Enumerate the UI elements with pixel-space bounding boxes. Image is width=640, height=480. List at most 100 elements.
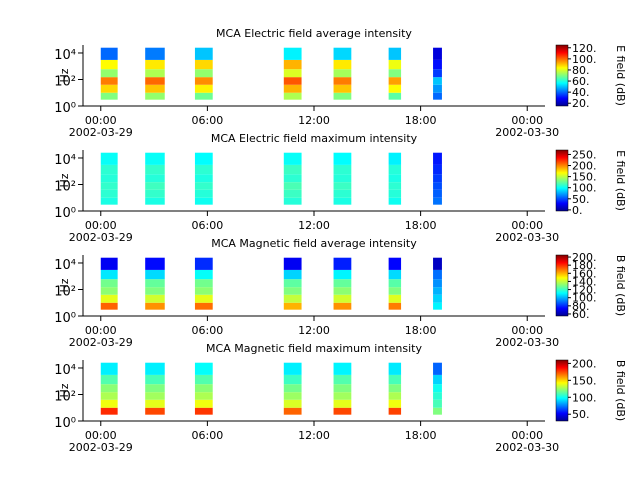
heatmap-cell	[333, 69, 352, 78]
heatmap-cell	[388, 269, 402, 280]
heatmap-cell	[283, 287, 302, 295]
heatmap-cell	[433, 152, 442, 165]
heatmap-cell	[194, 92, 213, 100]
x-tick-label: 12:00	[298, 219, 330, 232]
heatmap-cell	[283, 384, 302, 393]
heatmap-cell	[433, 362, 442, 375]
heatmap-cell	[145, 152, 165, 165]
heatmap-cell	[145, 84, 165, 93]
heatmap-cell	[145, 257, 165, 270]
y-tick-label: 10²	[54, 284, 76, 299]
heatmap-cell	[100, 257, 118, 270]
heatmap-cell	[194, 197, 213, 205]
heatmap-cell	[388, 399, 402, 408]
heatmap-cell	[194, 59, 213, 70]
colorbar-tick-label: 100.	[572, 292, 597, 305]
heatmap-cell	[333, 374, 352, 385]
x-tick-label: 00:00	[85, 219, 117, 232]
colorbar-tick-label: 120.	[572, 284, 597, 297]
heatmap-cell	[283, 407, 302, 415]
heatmap-cell	[145, 407, 165, 415]
heatmap-cell	[283, 374, 302, 385]
heatmap-cell	[433, 189, 442, 198]
heatmap-cell	[433, 279, 442, 288]
heatmap-cell	[194, 294, 213, 303]
heatmap-cell	[433, 77, 442, 85]
x-date-label: 2002-03-30	[495, 441, 559, 454]
heatmap-cell	[194, 47, 213, 60]
heatmap-cell	[283, 399, 302, 408]
heatmap-cell	[194, 77, 213, 85]
heatmap-cell	[333, 59, 352, 70]
heatmap-cell	[194, 384, 213, 393]
colorbar-tick-label: 160.	[572, 267, 597, 280]
heatmap-cell	[283, 69, 302, 78]
heatmap-cell	[388, 197, 402, 205]
x-tick-label: 00:00	[511, 324, 543, 337]
heatmap-cell	[283, 362, 302, 375]
heatmap-cell	[145, 182, 165, 190]
colorbar-tick-label: 50.	[572, 408, 590, 421]
heatmap-cell	[333, 384, 352, 393]
heatmap-cell	[433, 182, 442, 190]
heatmap-cell	[145, 279, 165, 288]
heatmap-cell	[388, 189, 402, 198]
x-date-label: 2002-03-29	[69, 126, 133, 139]
panel-title: MCA Electric field maximum intensity	[211, 132, 418, 145]
heatmap-cell	[145, 287, 165, 295]
x-date-label: 2002-03-30	[495, 336, 559, 349]
y-tick-label: 10⁰	[54, 416, 76, 431]
heatmap-cell	[333, 164, 352, 175]
heatmap-cell	[433, 59, 442, 70]
heatmap-cell	[100, 69, 118, 78]
heatmap-cell	[283, 92, 302, 100]
heatmap-cell	[145, 92, 165, 100]
heatmap-cell	[333, 84, 352, 93]
heatmap-cell	[333, 189, 352, 198]
heatmap-cell	[388, 287, 402, 295]
heatmap-cell	[433, 47, 442, 60]
colorbar-tick-label: 120.	[572, 42, 597, 55]
heatmap-cell	[194, 164, 213, 175]
heatmap-cell	[283, 59, 302, 70]
heatmap-cell	[145, 374, 165, 385]
heatmap-cell	[100, 92, 118, 100]
colorbar-tick-label: 200.	[572, 357, 597, 370]
heatmap-cell	[283, 197, 302, 205]
x-tick-label: 06:00	[192, 219, 224, 232]
heatmap-cell	[100, 374, 118, 385]
y-tick-label: 10⁴	[54, 153, 76, 168]
heatmap-cell	[388, 174, 402, 183]
y-tick-label: 10²	[54, 389, 76, 404]
heatmap-cell	[333, 197, 352, 205]
heatmap-cell	[145, 399, 165, 408]
heatmap-cell	[194, 189, 213, 198]
colorbar	[555, 149, 569, 212]
heatmap-cell	[100, 59, 118, 70]
colorbar-label: E field (dB)	[614, 45, 627, 106]
heatmap-cell	[283, 84, 302, 93]
heatmap-cell	[100, 287, 118, 295]
y-axis-label: Hz	[58, 173, 71, 187]
heatmap-cell	[145, 189, 165, 198]
heatmap-cell	[433, 302, 442, 310]
heatmap-cell	[433, 69, 442, 78]
heatmap-cell	[194, 392, 213, 400]
colorbar-tick-label: 200.	[572, 160, 597, 173]
heatmap-cell	[100, 384, 118, 393]
y-axis-label: Hz	[58, 278, 71, 292]
heatmap-cell	[433, 197, 442, 205]
heatmap-cell	[333, 407, 352, 415]
heatmap-cell	[100, 77, 118, 85]
heatmap-cell	[100, 197, 118, 205]
heatmap-cell	[333, 257, 352, 270]
heatmap-cell	[194, 69, 213, 78]
heatmap-cell	[388, 407, 402, 415]
colorbar-tick-label: 200.	[572, 251, 597, 264]
heatmap-cell	[145, 59, 165, 70]
heatmap-cell	[333, 302, 352, 310]
heatmap-cell	[388, 164, 402, 175]
heatmap-cell	[433, 92, 442, 100]
heatmap-cell	[433, 164, 442, 175]
